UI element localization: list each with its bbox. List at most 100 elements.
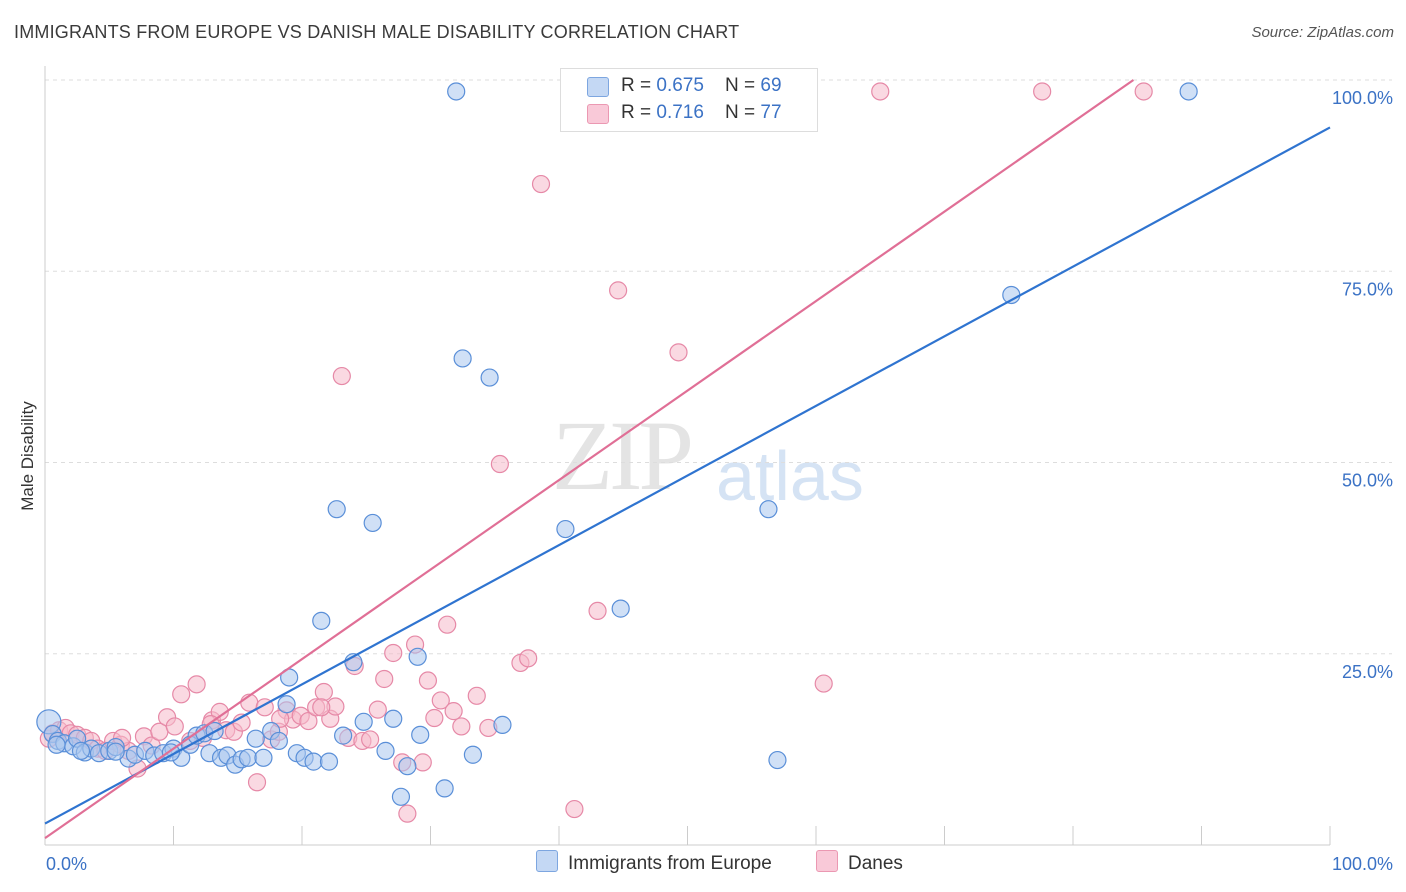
danes-point — [444, 702, 463, 721]
danes-point — [247, 773, 267, 792]
immigrants-point — [759, 500, 778, 519]
immigrants-point — [398, 757, 417, 776]
danes-point — [438, 615, 457, 634]
legend-n-value: 69 — [760, 75, 782, 96]
danes-point — [384, 643, 403, 663]
bottom-legend-label: Danes — [848, 853, 903, 874]
trend-lines — [44, 79, 1331, 840]
danes-point — [299, 711, 318, 731]
immigrants-point — [71, 741, 91, 761]
immigrants-point — [269, 731, 288, 751]
immigrants-point — [493, 715, 512, 734]
immigrants-point — [354, 712, 373, 731]
danes-point — [413, 753, 432, 772]
danes-point — [368, 700, 387, 719]
grid-lines — [45, 79, 1392, 655]
danes-point — [398, 804, 417, 823]
y-tick-label: 50.0% — [1342, 471, 1393, 491]
legend-r-label: R = — [621, 102, 657, 123]
y-tick-label: 25.0% — [1342, 662, 1393, 682]
immigrants-point — [47, 735, 66, 754]
danes-trendline — [44, 79, 1135, 840]
legend-r-value: 0.716 — [656, 102, 704, 123]
immigrants-trendline — [44, 126, 1331, 825]
watermark-zip: ZIP — [552, 400, 694, 511]
legend-swatch-pink — [587, 104, 609, 124]
immigrants-point — [384, 709, 403, 728]
immigrants-point — [277, 695, 296, 714]
x-tick-label: 100.0% — [1332, 854, 1393, 874]
danes-point — [425, 708, 444, 728]
immigrants-point — [1179, 82, 1198, 101]
immigrants-point — [453, 349, 472, 368]
bottom-legend-danes: Danes — [816, 850, 903, 875]
danes-point — [332, 366, 351, 386]
immigrants-point — [334, 726, 353, 745]
immigrants-point — [411, 725, 430, 744]
legend-n-value: 77 — [760, 102, 782, 123]
immigrants-point — [246, 729, 265, 748]
danes-point — [431, 691, 450, 710]
source-label: Source: ZipAtlas.com — [1251, 24, 1394, 41]
legend-r-value: 0.675 — [656, 75, 704, 96]
bottom-legend-label: Immigrants from Europe — [568, 853, 772, 874]
bottom-legend-immigrants: Immigrants from Europe — [536, 850, 772, 875]
danes-point — [588, 601, 607, 621]
danes-point — [669, 343, 688, 362]
chart-title: IMMIGRANTS FROM EUROPE VS DANISH MALE DI… — [14, 22, 740, 42]
immigrants-point — [556, 519, 575, 539]
immigrants-point — [447, 82, 466, 101]
immigrants-point — [106, 742, 125, 761]
immigrants-point — [319, 752, 339, 771]
danes-point — [531, 174, 551, 194]
danes-point — [314, 682, 333, 702]
immigrants-point — [254, 748, 273, 767]
danes-point — [519, 649, 538, 668]
legend-n-label: N = — [725, 102, 761, 123]
x-tick-label: 0.0% — [46, 854, 87, 874]
tick-labels: 25.0% 50.0% 75.0% 100.0% 0.0% 100.0% — [46, 88, 1393, 874]
watermark-atlas: atlas — [716, 437, 864, 515]
legend-swatch-blue — [587, 77, 609, 97]
immigrants-point — [480, 368, 499, 387]
danes-point — [490, 454, 509, 474]
immigrants-point — [408, 647, 427, 666]
immigrants-point — [391, 787, 411, 806]
correlation-legend: R = 0.675 N = 69 R = 0.716 N = 77 — [560, 68, 818, 132]
danes-point — [375, 669, 394, 689]
danes-point — [452, 717, 471, 736]
danes-point — [312, 698, 331, 717]
danes-point — [418, 671, 438, 690]
y-tick-label: 100.0% — [1332, 88, 1393, 108]
danes-point — [565, 799, 584, 819]
immigrants-point — [463, 745, 483, 764]
bottom-legend-swatch-pink — [816, 850, 838, 872]
danes-point — [1033, 82, 1052, 101]
danes-point — [210, 702, 229, 721]
immigrants-point — [312, 611, 331, 630]
immigrants-point — [768, 750, 787, 770]
legend-r-label: R = — [621, 75, 657, 96]
immigrants-point — [611, 599, 630, 618]
danes-point — [467, 686, 486, 705]
immigrants-point — [435, 779, 454, 798]
danes-point — [172, 685, 191, 704]
bottom-legend-swatch-blue — [536, 850, 558, 872]
danes-point — [165, 717, 184, 736]
immigrants-point — [376, 741, 395, 761]
danes-point — [361, 730, 380, 749]
immigrants-points — [36, 82, 1198, 806]
immigrants-point — [327, 500, 346, 519]
immigrants-point — [363, 513, 382, 533]
danes-point — [814, 674, 833, 693]
danes-point — [187, 675, 206, 694]
immigrants-point — [238, 748, 258, 767]
danes-point — [1134, 82, 1153, 101]
danes-point — [871, 82, 890, 101]
danes-points — [39, 82, 1153, 823]
immigrants-point — [304, 752, 323, 771]
y-tick-label: 75.0% — [1342, 279, 1393, 299]
legend-n-label: N = — [725, 75, 761, 96]
danes-point — [609, 281, 628, 300]
